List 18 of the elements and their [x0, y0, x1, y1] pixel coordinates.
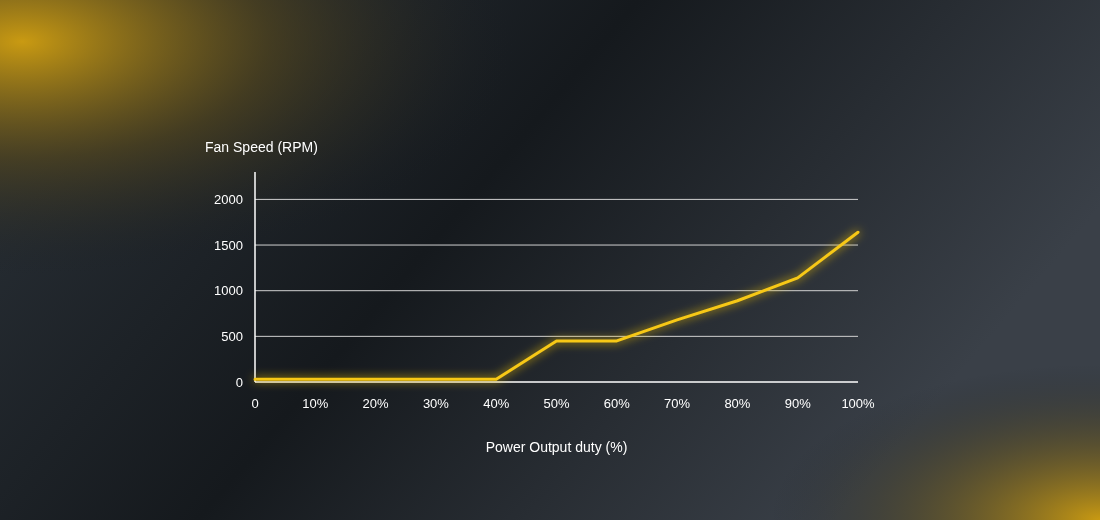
x-tick-label: 30%	[422, 396, 450, 411]
x-tick-label: 10%	[302, 396, 329, 411]
x-tick-label: 40%	[483, 396, 510, 411]
x-tick-label: 0	[251, 396, 259, 411]
x-tick-label: 90%	[784, 396, 812, 411]
x-tick-label: 60%	[603, 396, 631, 411]
x-tick-label: 20%	[362, 396, 390, 411]
x-axis-title: Power Output duty (%)	[485, 439, 628, 455]
y-tick-label: 1500	[214, 237, 243, 253]
y-tick-label: 0	[235, 374, 243, 390]
y-axis-title: Fan Speed (RPM)	[205, 139, 318, 155]
x-tick-label: 70%	[664, 396, 691, 411]
y-tick-label: 2000	[214, 191, 243, 207]
y-tick-label: 1000	[214, 283, 243, 299]
x-tick-label: 80%	[724, 396, 751, 411]
x-tick-label: 50%	[543, 396, 570, 411]
y-tick-label: 500	[221, 328, 243, 344]
x-tick-label: 100%	[841, 396, 876, 411]
